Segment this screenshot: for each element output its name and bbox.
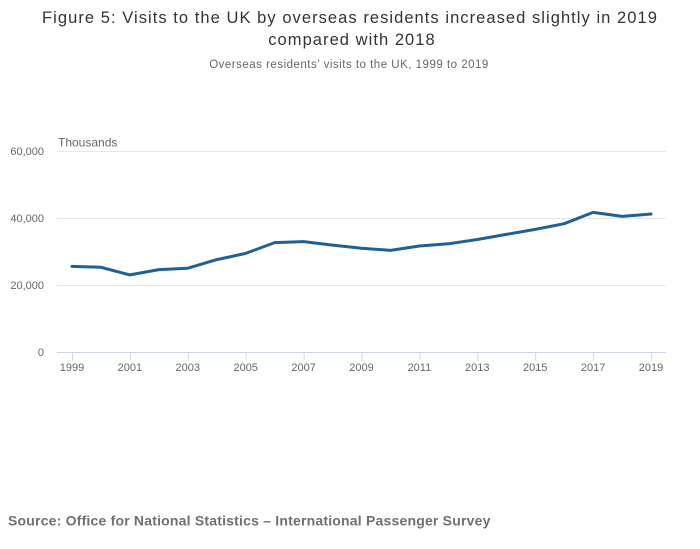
svg-text:2011: 2011: [408, 362, 432, 374]
svg-text:2017: 2017: [581, 362, 605, 374]
svg-text:Overseas residents’ visits to: Overseas residents’ visits to the UK, 19…: [209, 59, 489, 71]
svg-text:0: 0: [38, 347, 44, 359]
svg-text:2019: 2019: [639, 362, 663, 374]
svg-text:2009: 2009: [349, 362, 373, 374]
svg-text:2015: 2015: [523, 362, 547, 374]
svg-text:2013: 2013: [465, 362, 489, 374]
svg-text:2001: 2001: [118, 362, 142, 374]
svg-text:Source: Office for National St: Source: Office for National Statistics –…: [8, 513, 491, 529]
svg-text:40,000: 40,000: [10, 213, 44, 225]
svg-text:Figure 5: Visits to the UK by: Figure 5: Visits to the UK by overseas r…: [42, 9, 658, 27]
svg-text:1999: 1999: [60, 362, 84, 374]
svg-text:compared with 2018: compared with 2018: [268, 31, 436, 49]
svg-text:Thousands: Thousands: [58, 136, 117, 150]
svg-text:20,000: 20,000: [10, 280, 44, 292]
svg-text:60,000: 60,000: [10, 146, 44, 158]
svg-text:2007: 2007: [291, 362, 315, 374]
svg-text:2005: 2005: [233, 362, 257, 374]
svg-text:2003: 2003: [176, 362, 200, 374]
